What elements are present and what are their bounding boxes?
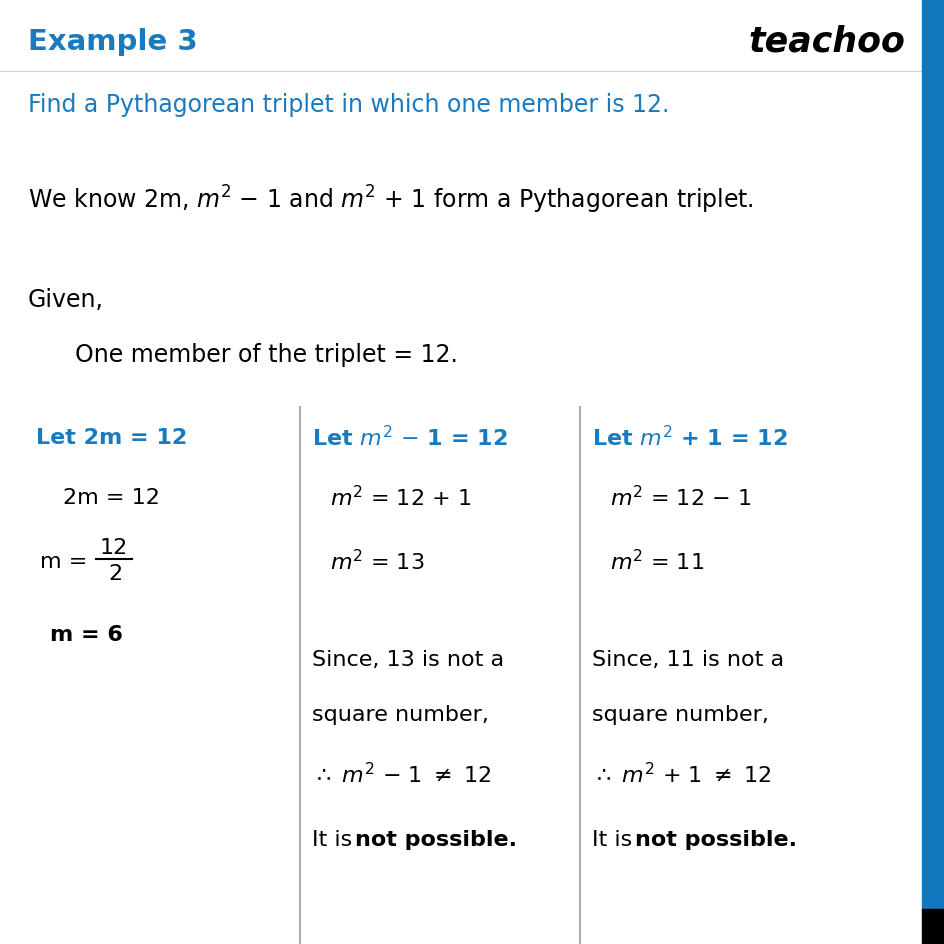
Text: Let $m^2$ + 1 = 12: Let $m^2$ + 1 = 12 (591, 425, 786, 450)
Text: m =: m = (40, 551, 94, 571)
Text: 2m = 12: 2m = 12 (63, 487, 160, 508)
Text: square number,: square number, (312, 704, 488, 724)
Text: Let $m^2$ $-$ 1 = 12: Let $m^2$ $-$ 1 = 12 (312, 425, 507, 450)
Text: Let 2m = 12: Let 2m = 12 (36, 428, 187, 447)
Text: $m^2$ = 11: $m^2$ = 11 (610, 548, 703, 574)
Text: not possible.: not possible. (634, 829, 796, 849)
Bar (921, 0, 944, 909)
Text: Since, 13 is not a: Since, 13 is not a (312, 649, 503, 669)
Text: $m^2$ = 13: $m^2$ = 13 (329, 548, 424, 574)
Text: teachoo: teachoo (748, 25, 904, 59)
Text: We know 2m, $m^2$ $-$ 1 and $m^2$ + 1 form a Pythagorean triplet.: We know 2m, $m^2$ $-$ 1 and $m^2$ + 1 fo… (28, 184, 753, 216)
Text: square number,: square number, (591, 704, 768, 724)
Text: 12: 12 (100, 537, 128, 557)
Text: $\therefore$ $m^2$ + 1 $\neq$ 12: $\therefore$ $m^2$ + 1 $\neq$ 12 (591, 762, 770, 786)
Text: not possible.: not possible. (355, 829, 516, 849)
Text: It is: It is (312, 829, 359, 849)
Text: Since, 11 is not a: Since, 11 is not a (591, 649, 784, 669)
Text: One member of the triplet = 12.: One member of the triplet = 12. (75, 343, 458, 366)
Text: $m^2$ = 12 $-$ 1: $m^2$ = 12 $-$ 1 (610, 485, 750, 510)
Bar (921, 909, 944, 944)
Text: Example 3: Example 3 (28, 28, 197, 56)
Text: It is: It is (591, 829, 639, 849)
Text: 2: 2 (108, 564, 122, 583)
Text: Find a Pythagorean triplet in which one member is 12.: Find a Pythagorean triplet in which one … (28, 93, 668, 117)
Text: $m^2$ = 12 + 1: $m^2$ = 12 + 1 (329, 485, 471, 510)
Text: Given,: Given, (28, 288, 104, 312)
Text: $\therefore$ $m^2$ $-$ 1 $\neq$ 12: $\therefore$ $m^2$ $-$ 1 $\neq$ 12 (312, 762, 491, 786)
Text: m = 6: m = 6 (50, 624, 123, 645)
